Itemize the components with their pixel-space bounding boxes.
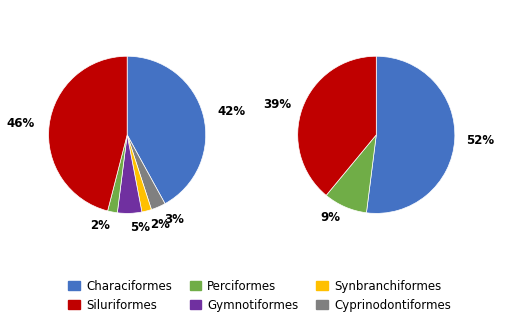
Text: 39%: 39% (263, 98, 291, 111)
Wedge shape (107, 135, 127, 213)
Wedge shape (49, 56, 127, 211)
Legend: Characiformes, Siluriformes, Perciformes, Gymnotiformes, Synbranchiformes, Cypri: Characiformes, Siluriformes, Perciformes… (65, 276, 454, 315)
Wedge shape (326, 135, 376, 213)
Wedge shape (127, 135, 165, 210)
Wedge shape (127, 135, 152, 212)
Text: 46%: 46% (7, 117, 35, 130)
Wedge shape (298, 56, 376, 195)
Text: 42%: 42% (217, 105, 245, 118)
Text: 2%: 2% (90, 219, 110, 232)
Text: 3%: 3% (164, 213, 184, 226)
Text: 2%: 2% (150, 218, 170, 231)
Wedge shape (127, 56, 206, 204)
Wedge shape (366, 56, 455, 213)
Text: 52%: 52% (467, 134, 495, 147)
Text: 5%: 5% (130, 221, 150, 234)
Text: 9%: 9% (320, 211, 340, 224)
Wedge shape (117, 135, 142, 213)
